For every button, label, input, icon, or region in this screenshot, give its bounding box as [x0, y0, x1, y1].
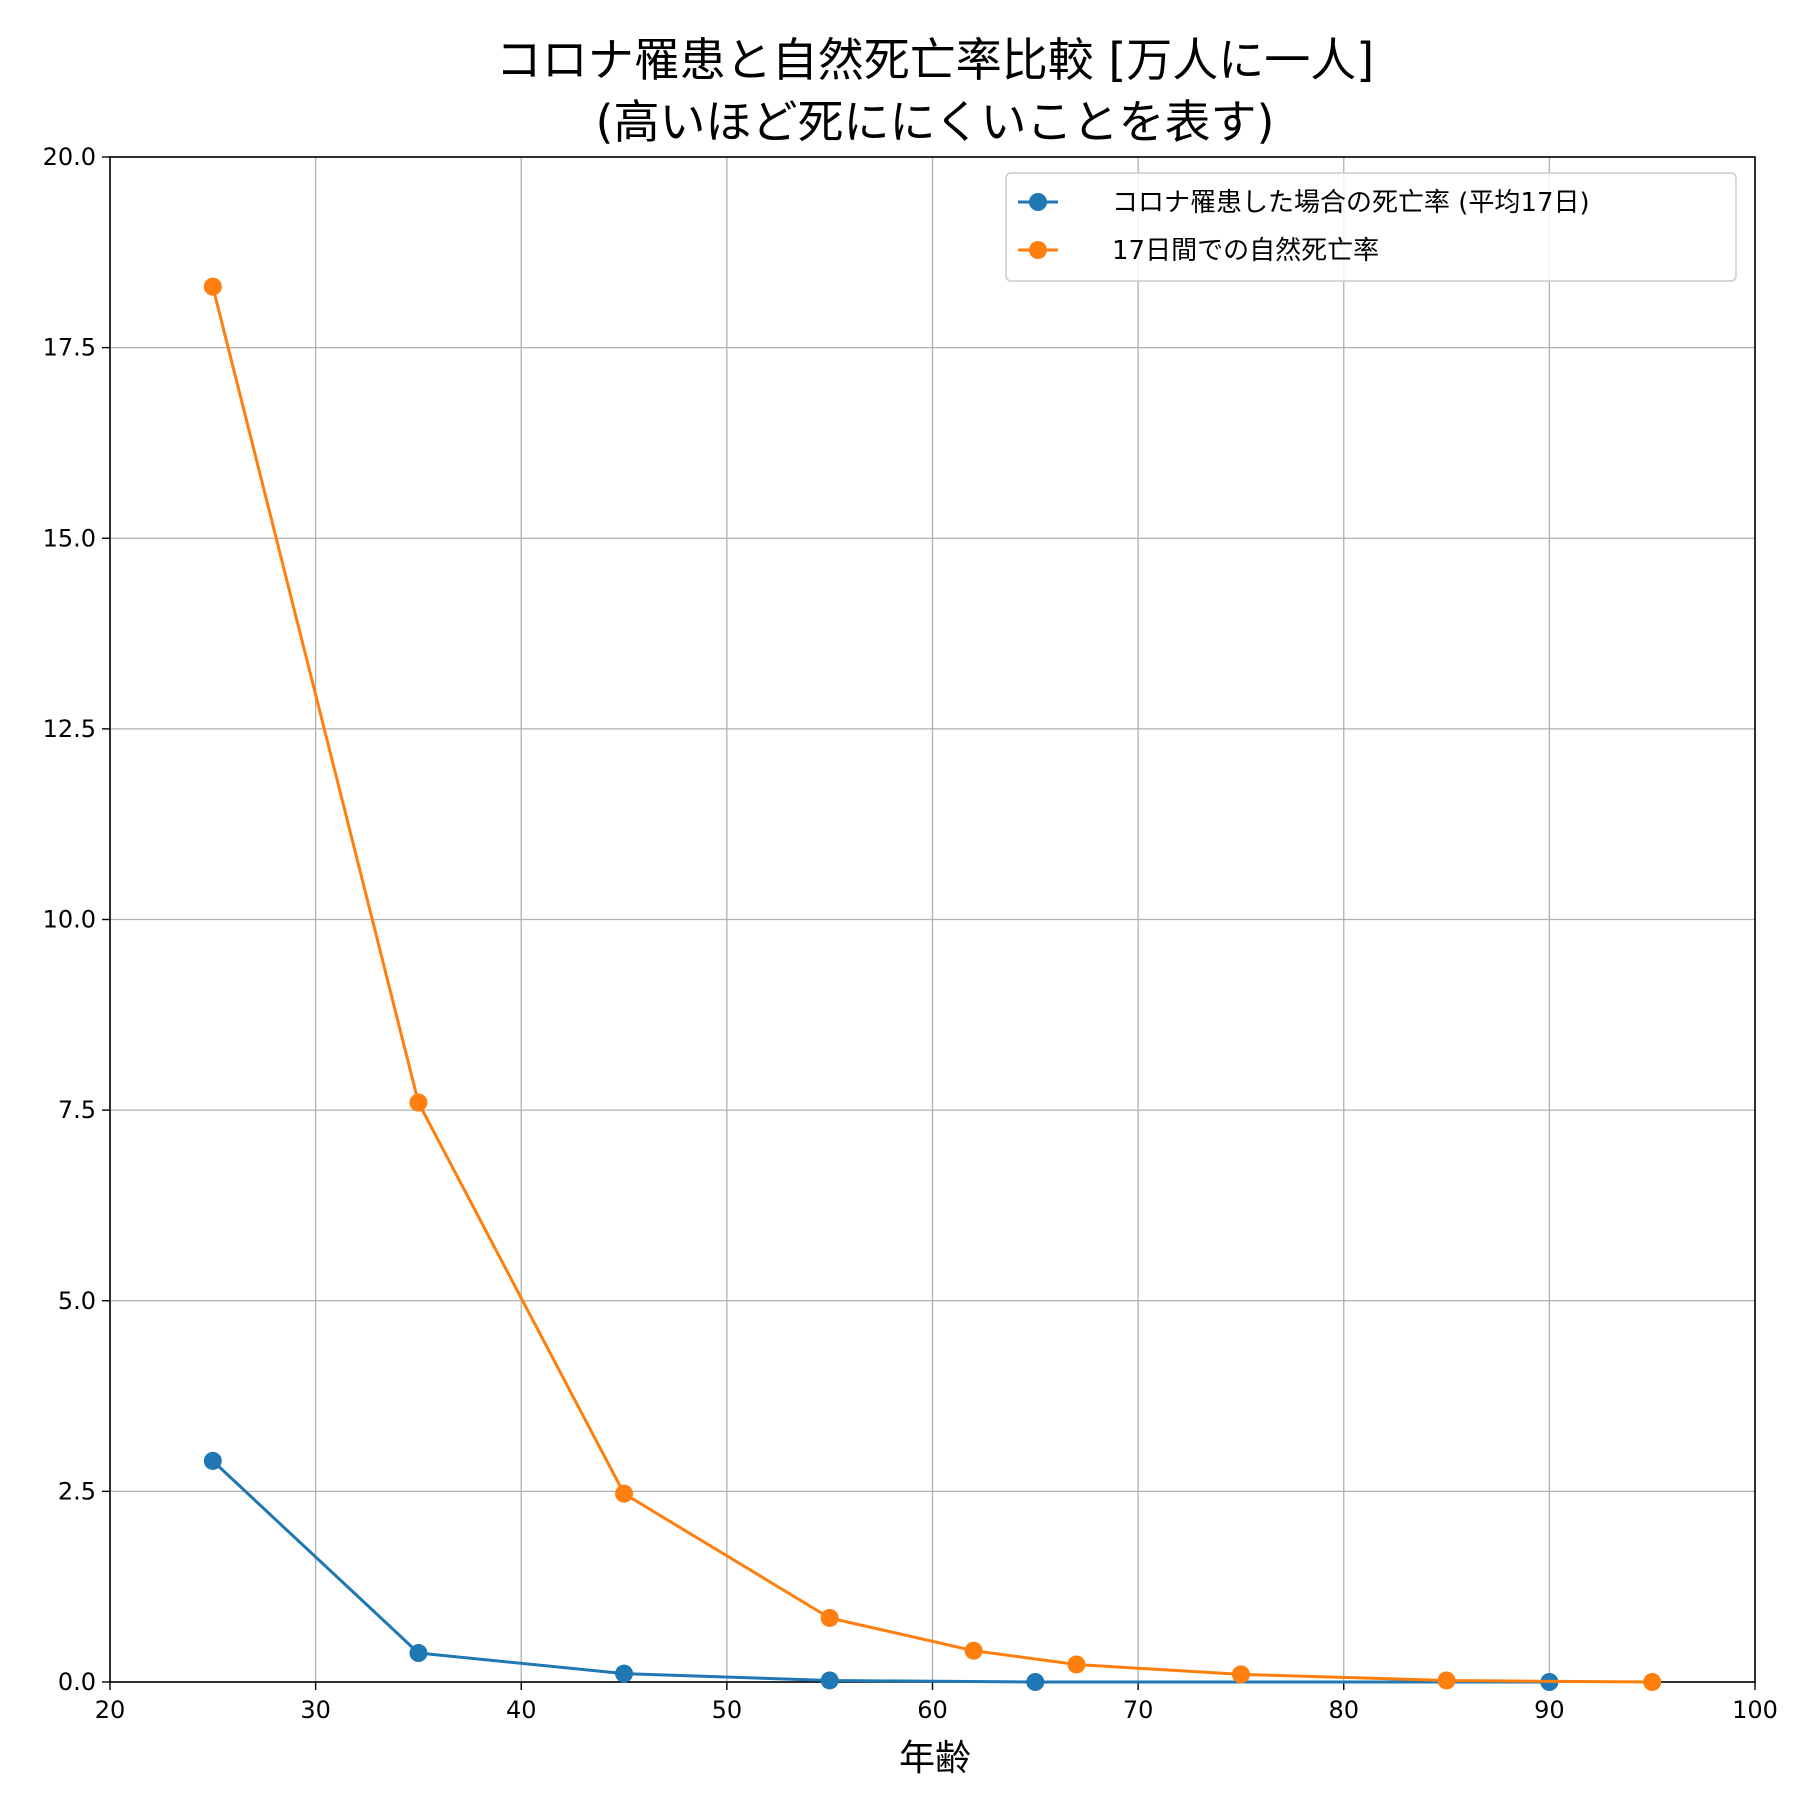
x-tick-label: 100	[1732, 1696, 1778, 1724]
x-tick-label: 70	[1123, 1696, 1154, 1724]
x-tick-label: 50	[712, 1696, 743, 1724]
legend-label: コロナ罹患した場合の死亡率 (平均17日)	[1112, 188, 1590, 218]
y-tick-label: 5.0	[58, 1287, 96, 1315]
y-tick-label: 2.5	[58, 1477, 96, 1505]
legend-entry-2: 17日間での自然死亡率	[1018, 236, 1379, 266]
y-tick-label: 15.0	[43, 524, 96, 552]
y-tick-label: 17.5	[43, 334, 96, 362]
y-tick-label: 7.5	[58, 1096, 96, 1124]
data-point	[409, 1644, 428, 1663]
legend-swatch-marker	[1029, 193, 1047, 211]
data-point	[1437, 1671, 1456, 1690]
x-tick-label: 30	[300, 1696, 331, 1724]
x-tick-label: 80	[1328, 1696, 1359, 1724]
x-tick-label: 60	[917, 1696, 948, 1724]
data-point	[820, 1608, 839, 1627]
series-line	[211, 1459, 1550, 1684]
data-point	[1026, 1673, 1045, 1691]
chart-title-line-1: コロナ罹患と自然死亡率比較 [万人に一人]	[496, 33, 1375, 87]
y-tick-label: 0.0	[58, 1668, 96, 1696]
legend: コロナ罹患した場合の死亡率 (平均17日) 17日間での自然死亡率	[1005, 172, 1737, 282]
data-point	[1067, 1655, 1086, 1674]
data-point	[1643, 1673, 1662, 1691]
plot-area	[203, 277, 1662, 1691]
series-1	[203, 1451, 1559, 1691]
data-point	[615, 1664, 634, 1683]
y-tick-label: 10.0	[43, 906, 96, 934]
legend-entries: コロナ罹患した場合の死亡率 (平均17日) 17日間での自然死亡率	[1018, 188, 1590, 266]
y-tick-label: 12.5	[43, 715, 96, 743]
x-axis-label: 年齢	[899, 1738, 971, 1779]
data-point	[409, 1093, 428, 1112]
data-point	[615, 1484, 634, 1503]
data-point	[1231, 1665, 1250, 1684]
data-point	[964, 1641, 983, 1660]
x-axis-ticks: 20 30 40 50 60 70 80 90 100	[95, 1682, 1778, 1724]
data-point	[203, 277, 222, 296]
chart-title-line-2: (高いほど死ににくいことを表す)	[596, 95, 1275, 149]
legend-swatch-marker	[1029, 241, 1047, 259]
data-point	[820, 1671, 839, 1690]
series-2	[203, 277, 1662, 1691]
data-point	[203, 1451, 222, 1470]
legend-label: 17日間での自然死亡率	[1112, 236, 1379, 266]
x-tick-label: 20	[95, 1696, 126, 1724]
x-tick-label: 40	[506, 1696, 537, 1724]
legend-entry-1: コロナ罹患した場合の死亡率 (平均17日)	[1018, 188, 1590, 218]
y-axis-ticks: 0.0 2.5 5.0 7.5 10.0 12.5 15.0 17.5 20.0	[43, 143, 110, 1696]
legend-box	[1005, 172, 1737, 282]
x-tick-label: 90	[1534, 1696, 1565, 1724]
y-tick-label: 20.0	[43, 143, 96, 171]
